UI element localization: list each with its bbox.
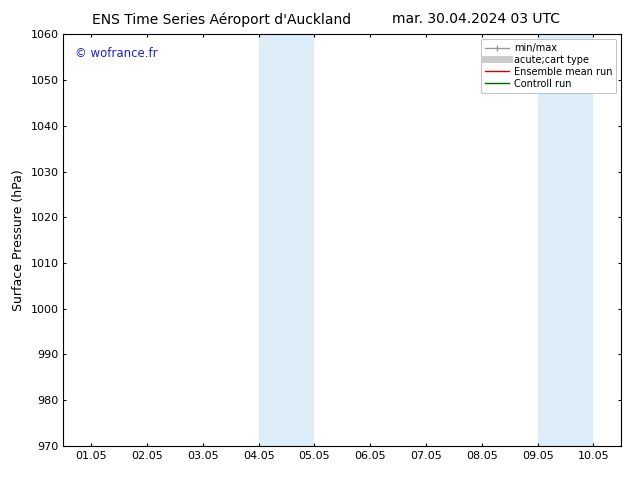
Text: mar. 30.04.2024 03 UTC: mar. 30.04.2024 03 UTC	[392, 12, 559, 26]
Text: © wofrance.fr: © wofrance.fr	[75, 47, 157, 60]
Bar	[566, 34, 593, 446]
Bar	[287, 34, 314, 446]
Bar	[259, 34, 287, 446]
Legend: min/max, acute;cart type, Ensemble mean run, Controll run: min/max, acute;cart type, Ensemble mean …	[481, 39, 616, 93]
Bar	[538, 34, 566, 446]
Text: ENS Time Series Aéroport d'Auckland: ENS Time Series Aéroport d'Auckland	[93, 12, 351, 27]
Y-axis label: Surface Pressure (hPa): Surface Pressure (hPa)	[12, 169, 25, 311]
